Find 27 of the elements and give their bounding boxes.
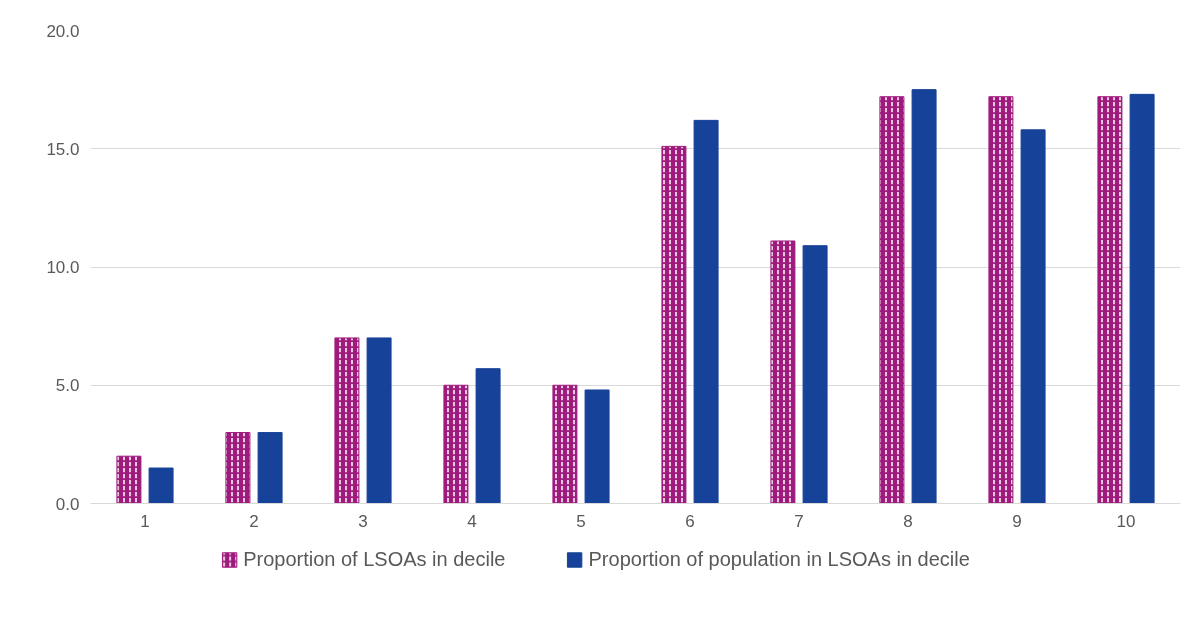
bar bbox=[693, 119, 719, 504]
y-tick-label: 20.0 bbox=[46, 21, 80, 41]
bar bbox=[911, 89, 937, 504]
bar bbox=[366, 337, 392, 504]
y-tick-label: 0.0 bbox=[55, 494, 80, 514]
legend-label: Proportion of LSOAs in decile bbox=[243, 547, 506, 571]
bar bbox=[584, 389, 610, 504]
bar bbox=[1129, 93, 1155, 504]
bar bbox=[1020, 129, 1046, 504]
x-tick-label: 7 bbox=[794, 511, 804, 531]
x-tick-label: 1 bbox=[140, 511, 150, 531]
y-tick-label: 10.0 bbox=[46, 258, 80, 277]
x-tick-label: 10 bbox=[1116, 511, 1136, 531]
x-tick-label: 6 bbox=[685, 511, 695, 531]
bar bbox=[802, 245, 828, 504]
y-tick-label: 15.0 bbox=[46, 139, 80, 159]
x-tick-label: 4 bbox=[467, 511, 477, 531]
x-tick-label: 5 bbox=[576, 511, 586, 531]
x-tick-label: 2 bbox=[249, 511, 259, 531]
x-tick-label: 9 bbox=[1012, 511, 1022, 531]
x-tick-label: 8 bbox=[903, 511, 913, 531]
bar bbox=[475, 368, 501, 504]
x-tick-label: 3 bbox=[358, 511, 368, 531]
y-tick-label: 5.0 bbox=[55, 376, 80, 396]
legend-label: Proportion of population in LSOAs in decile bbox=[588, 547, 970, 571]
bar bbox=[148, 467, 174, 504]
bar bbox=[257, 432, 283, 504]
